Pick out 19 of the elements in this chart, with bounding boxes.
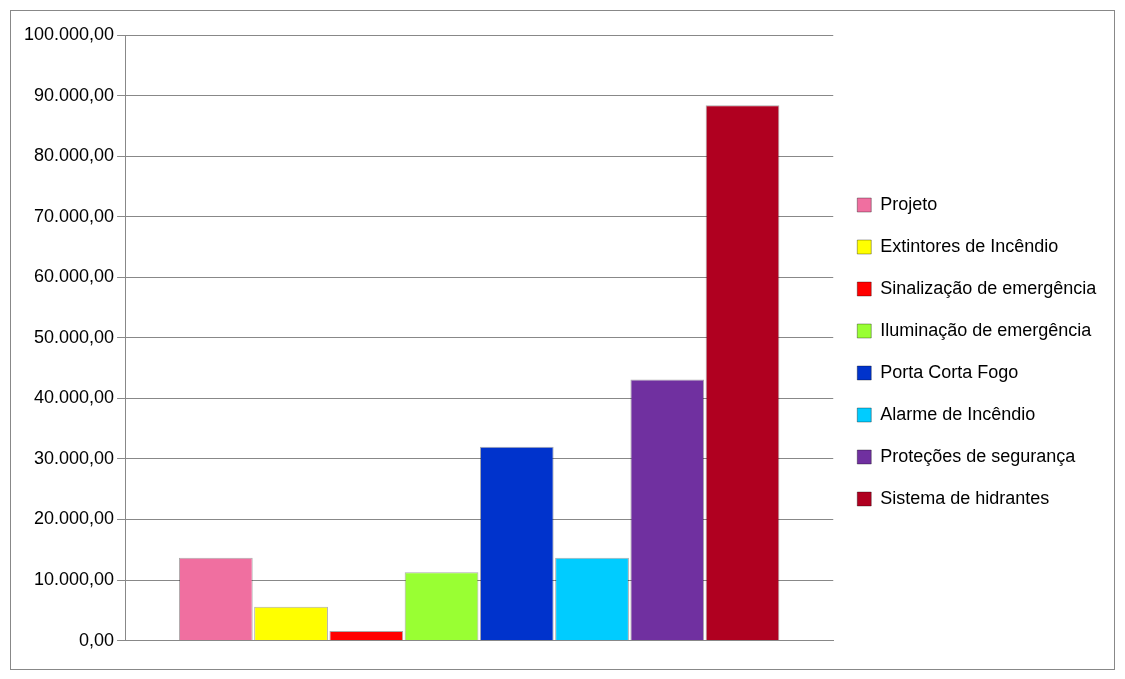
- legend-label: Projeto: [880, 193, 938, 214]
- y-tick-label: 20.000,00: [34, 508, 115, 529]
- legend-label: Sistema de hidrantes: [880, 487, 1050, 508]
- legend-label: Alarme de Incêndio: [880, 403, 1036, 424]
- y-tick-label: 90.000,00: [34, 84, 115, 105]
- legend-label: Proteções de segurança: [880, 445, 1077, 466]
- y-tick-label: 40.000,00: [34, 387, 115, 408]
- y-tick-label: 50.000,00: [34, 326, 115, 347]
- legend-label: Porta Corta Fogo: [880, 361, 1019, 382]
- y-tick-label: 10.000,00: [34, 569, 115, 590]
- y-tick-label: 100.000,00: [23, 23, 115, 44]
- y-tick-label: 70.000,00: [34, 205, 115, 226]
- legend-label: Iluminação de emergência: [880, 319, 1093, 340]
- y-tick-label: 80.000,00: [34, 145, 115, 166]
- legend-label: Sinalização de emergência: [880, 277, 1098, 298]
- y-tick-label: 60.000,00: [34, 266, 115, 287]
- y-tick-label: 0,00: [79, 629, 115, 650]
- legend-label: Extintores de Incêndio: [880, 235, 1059, 256]
- y-tick-label: 30.000,00: [34, 447, 115, 468]
